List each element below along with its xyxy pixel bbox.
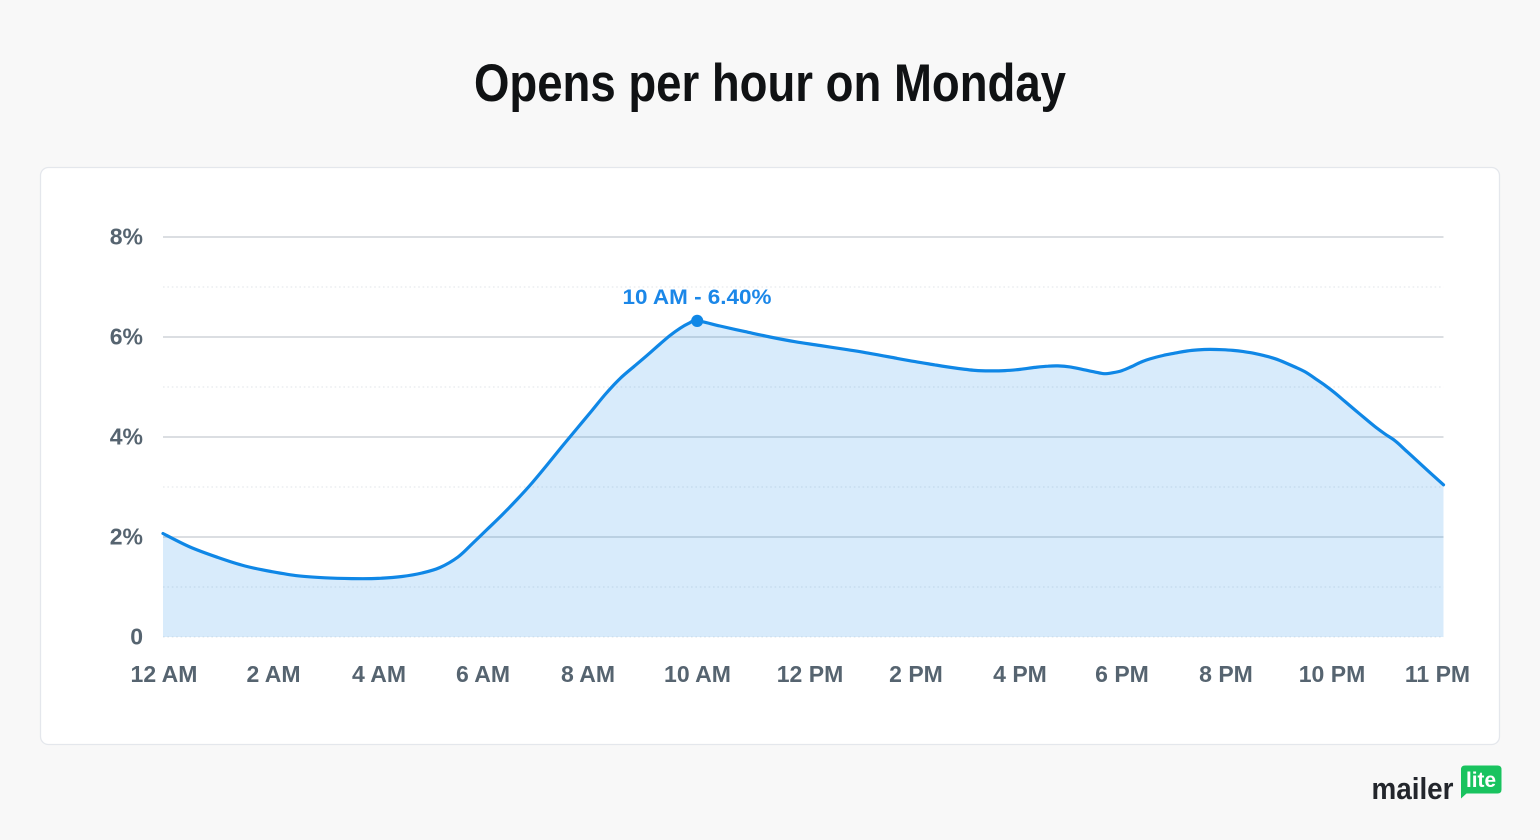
svg-text:4%: 4% bbox=[110, 424, 143, 450]
svg-text:8%: 8% bbox=[110, 224, 143, 250]
svg-text:2 PM: 2 PM bbox=[889, 661, 943, 687]
svg-text:8 PM: 8 PM bbox=[1199, 661, 1253, 687]
svg-text:Opens per hour on Monday: Opens per hour on Monday bbox=[474, 54, 1066, 113]
svg-text:12 PM: 12 PM bbox=[777, 661, 843, 687]
svg-text:2%: 2% bbox=[110, 524, 143, 550]
svg-text:8 AM: 8 AM bbox=[561, 661, 615, 687]
svg-text:4 AM: 4 AM bbox=[352, 661, 406, 687]
svg-text:6 PM: 6 PM bbox=[1095, 661, 1149, 687]
svg-text:12 AM: 12 AM bbox=[131, 661, 198, 687]
svg-text:6%: 6% bbox=[110, 324, 143, 350]
svg-text:11 PM: 11 PM bbox=[1405, 661, 1470, 687]
svg-text:4 PM: 4 PM bbox=[993, 661, 1047, 687]
svg-text:10 PM: 10 PM bbox=[1299, 661, 1365, 687]
svg-text:6 AM: 6 AM bbox=[456, 661, 510, 687]
svg-text:2 AM: 2 AM bbox=[246, 661, 300, 687]
svg-text:10 AM - 6.40%: 10 AM - 6.40% bbox=[623, 286, 772, 309]
svg-text:10 AM: 10 AM bbox=[664, 661, 731, 687]
svg-text:lite: lite bbox=[1466, 769, 1496, 792]
svg-text:0: 0 bbox=[130, 624, 143, 650]
svg-text:mailer: mailer bbox=[1372, 771, 1454, 806]
